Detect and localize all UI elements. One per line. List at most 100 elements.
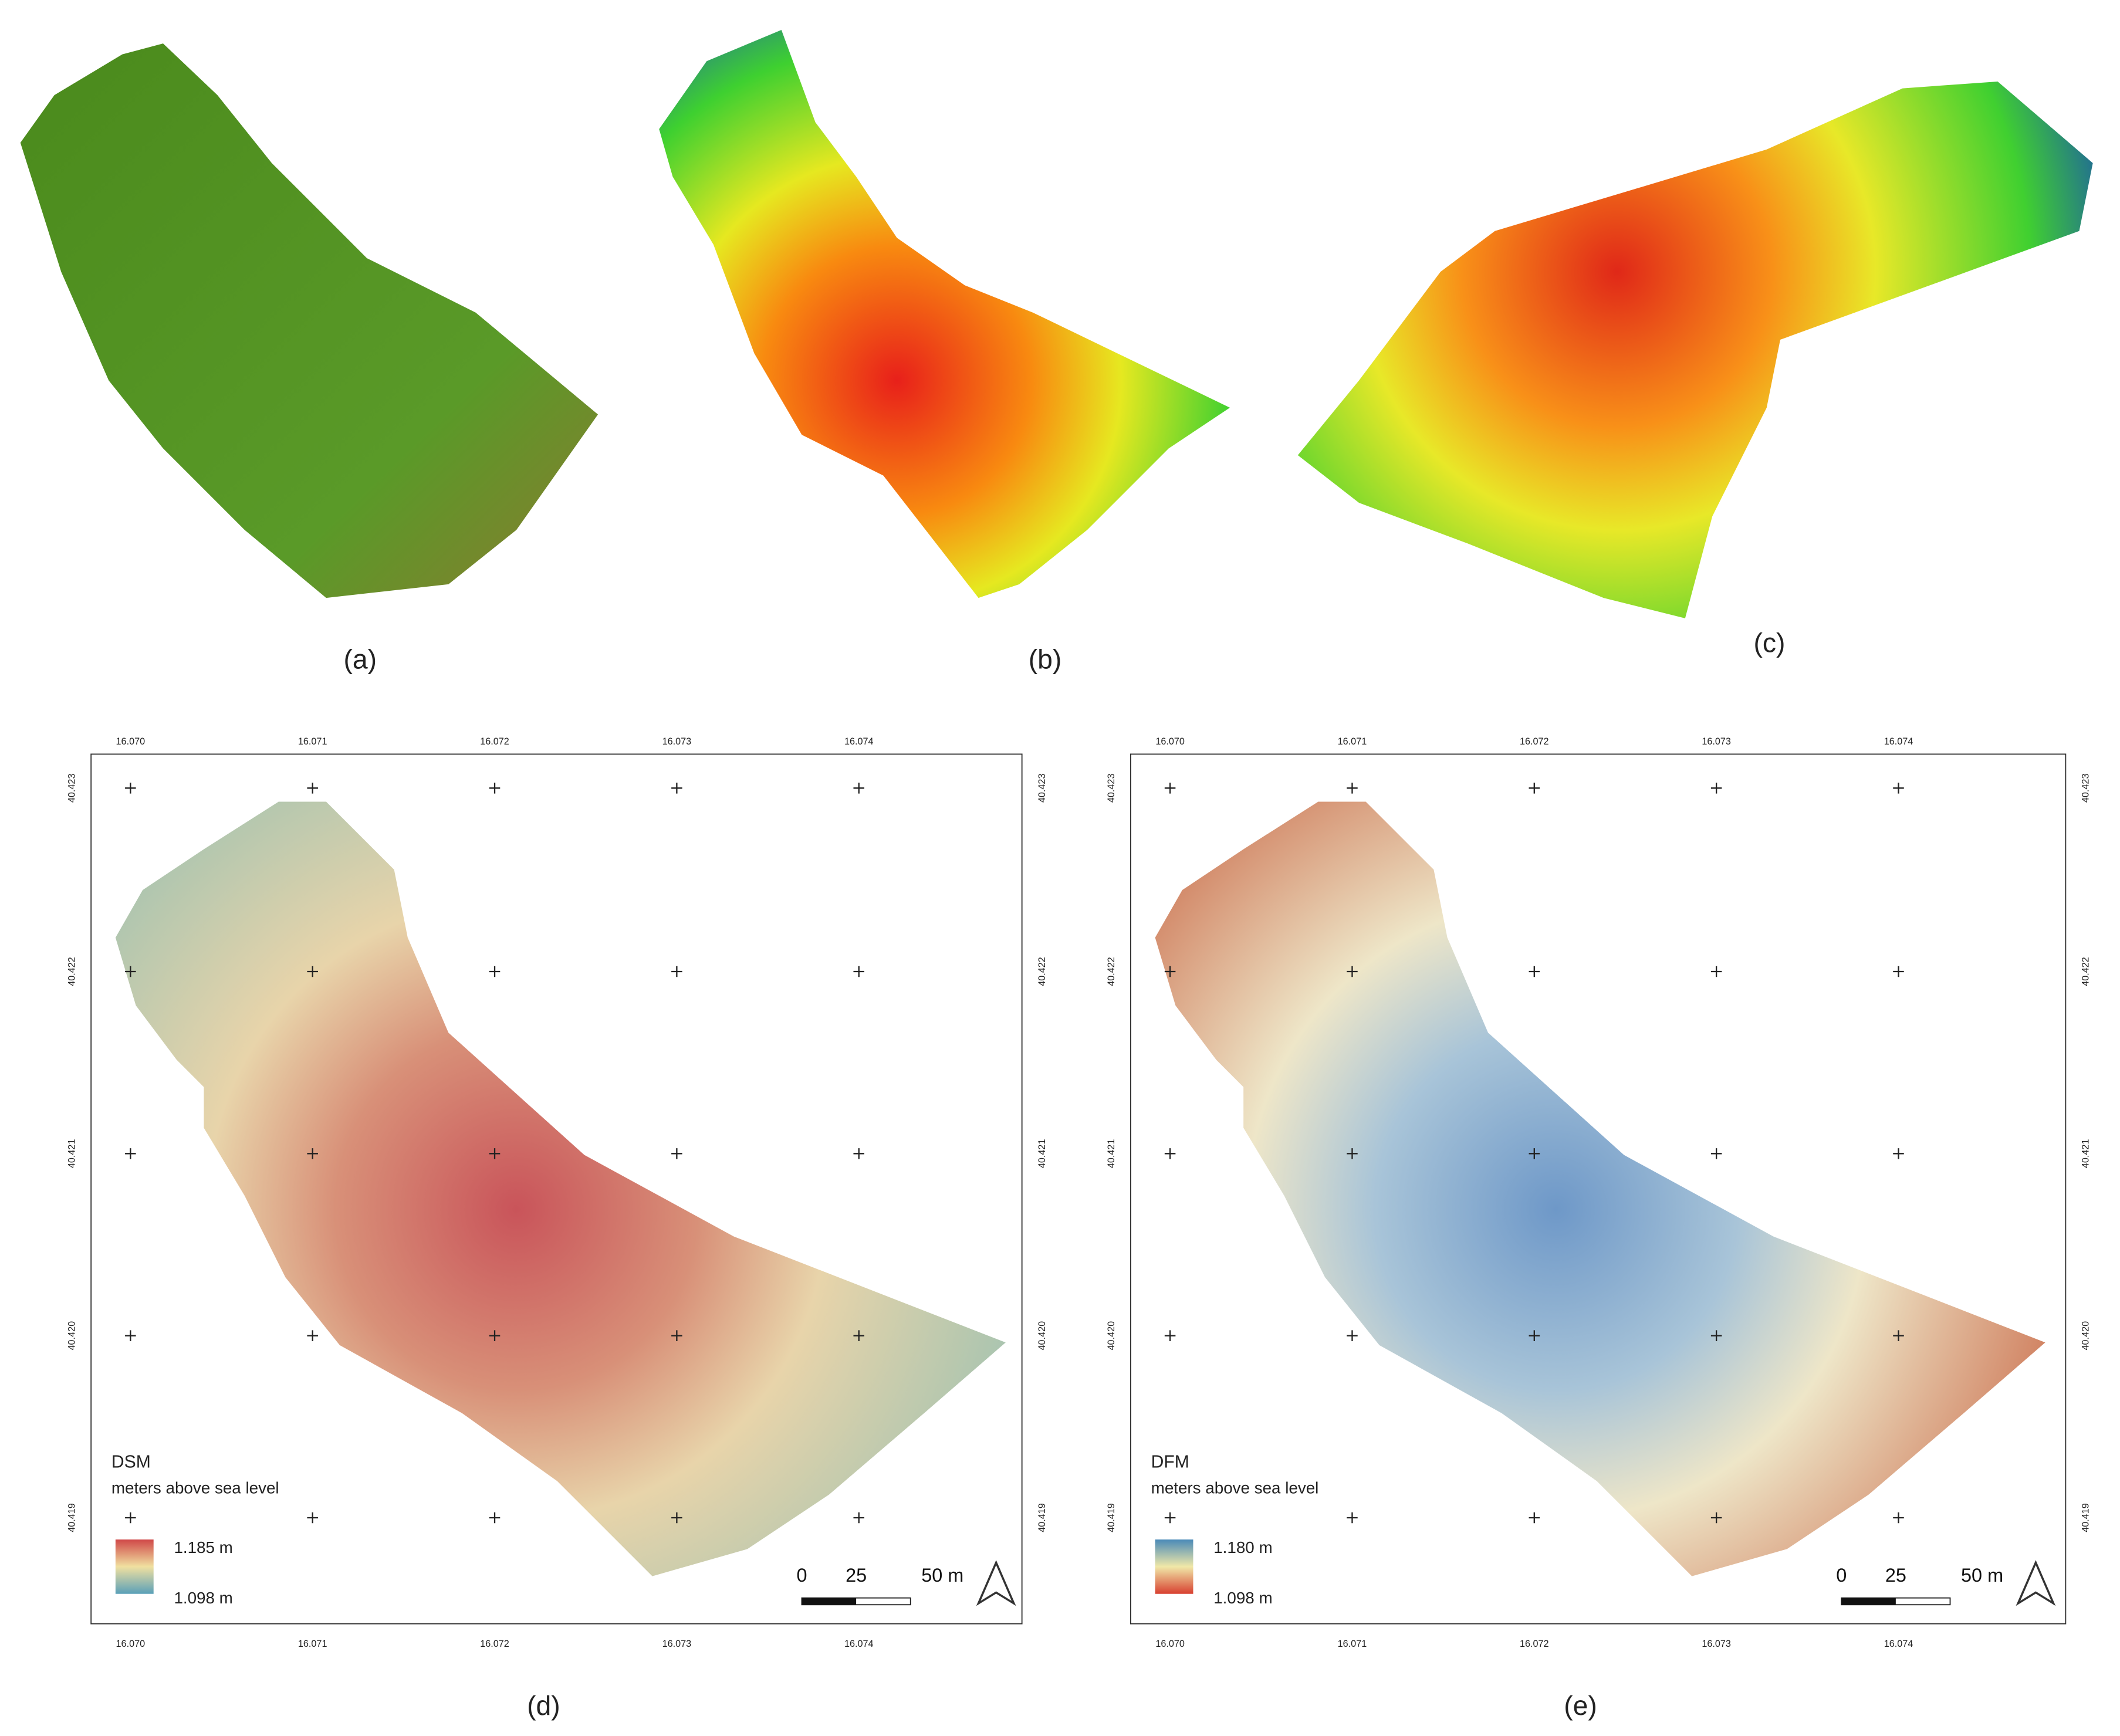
grid-cross xyxy=(671,1330,682,1341)
longitude-label: 16.071 xyxy=(1338,1639,1367,1649)
panel-label: (a) xyxy=(343,644,377,675)
latitude-label: 40.421 xyxy=(66,1139,77,1169)
map-frame xyxy=(1130,753,2067,1625)
legend-ramp xyxy=(115,1539,154,1594)
grid-cross xyxy=(1347,1330,1358,1341)
longitude-label: 16.071 xyxy=(298,1639,327,1649)
longitude-label: 16.071 xyxy=(1338,736,1367,747)
longitude-label: 16.072 xyxy=(1520,736,1549,747)
grid-cross xyxy=(853,966,864,977)
latitude-label: 40.419 xyxy=(1037,1503,1047,1532)
legend-subtitle: meters above sea level xyxy=(1151,1478,1319,1497)
longitude-label: 16.071 xyxy=(298,736,327,747)
latitude-label: 40.419 xyxy=(66,1503,77,1532)
legend-min: 1.098 m xyxy=(174,1589,232,1607)
north-arrow xyxy=(976,1560,1016,1606)
latitude-label: 40.421 xyxy=(1106,1139,1117,1169)
grid-cross xyxy=(1164,1512,1176,1524)
grid-cross xyxy=(1529,966,1540,977)
grid-cross xyxy=(307,1330,318,1341)
grid-cross xyxy=(1893,1330,1904,1341)
grid-cross xyxy=(1893,966,1904,977)
panel-label: (d) xyxy=(527,1690,560,1721)
panel-label: (c) xyxy=(1753,628,1785,658)
grid-cross xyxy=(1710,1330,1722,1341)
grid-cross xyxy=(489,783,501,794)
latitude-label: 40.422 xyxy=(66,957,77,986)
longitude-label: 16.070 xyxy=(1155,736,1185,747)
latitude-label: 40.422 xyxy=(1037,957,1047,986)
panel-label: (b) xyxy=(1029,644,1062,675)
grid-cross xyxy=(671,1148,682,1159)
latitude-label: 40.420 xyxy=(1106,1321,1117,1351)
grid-cross xyxy=(125,1148,136,1159)
scale-label: 50 m xyxy=(1961,1565,2003,1586)
grid-cross xyxy=(307,783,318,794)
elevation-view xyxy=(659,29,1230,598)
grid-cross xyxy=(853,783,864,794)
grid-cross xyxy=(307,966,318,977)
elevation-3d-view xyxy=(1297,81,2093,618)
grid-cross xyxy=(1347,1148,1358,1159)
scale-label: 25 xyxy=(1885,1565,1906,1586)
legend-max: 1.180 m xyxy=(1213,1538,1272,1556)
scale-label: 0 xyxy=(796,1565,807,1586)
grid-cross xyxy=(1164,1148,1176,1159)
legend-max: 1.185 m xyxy=(174,1538,232,1556)
scale-label: 50 m xyxy=(921,1565,963,1586)
grid-cross xyxy=(125,966,136,977)
terrain-map xyxy=(1155,801,2045,1576)
grid-cross xyxy=(1710,966,1722,977)
longitude-label: 16.072 xyxy=(480,736,509,747)
longitude-label: 16.074 xyxy=(1884,1639,1913,1649)
grid-cross xyxy=(1893,1148,1904,1159)
latitude-label: 40.423 xyxy=(2081,774,2091,803)
grid-cross xyxy=(671,966,682,977)
grid-cross xyxy=(853,1148,864,1159)
grid-cross xyxy=(307,1148,318,1159)
grid-cross xyxy=(489,1148,501,1159)
latitude-label: 40.422 xyxy=(2081,957,2091,986)
grid-cross xyxy=(125,1330,136,1341)
grid-cross xyxy=(489,1512,501,1524)
longitude-label: 16.073 xyxy=(1702,736,1731,747)
grid-cross xyxy=(853,1330,864,1341)
legend-subtitle: meters above sea level xyxy=(111,1478,279,1497)
grid-cross xyxy=(1347,1512,1358,1524)
latitude-label: 40.419 xyxy=(1106,1503,1117,1532)
north-arrow xyxy=(2016,1560,2056,1606)
latitude-label: 40.421 xyxy=(2081,1139,2091,1169)
legend-ramp xyxy=(1155,1539,1193,1594)
latitude-label: 40.420 xyxy=(2081,1321,2091,1351)
latitude-label: 40.421 xyxy=(1037,1139,1047,1169)
maps: (a) (b) (c) 16.070 16.070 16.071 16.071 16.072 1… xyxy=(66,628,2091,1721)
grid-cross xyxy=(125,783,136,794)
panel-label: (e) xyxy=(1564,1690,1597,1721)
grid-cross xyxy=(125,1512,136,1524)
longitude-label: 16.073 xyxy=(662,1639,692,1649)
grid-cross xyxy=(1710,783,1722,794)
legend-title: DSM xyxy=(111,1452,151,1471)
latitude-label: 40.420 xyxy=(66,1321,77,1351)
longitude-label: 16.073 xyxy=(662,736,692,747)
longitude-label: 16.072 xyxy=(1520,1639,1549,1649)
point-cloud-view xyxy=(20,43,599,598)
grid-cross xyxy=(1893,783,1904,794)
longitude-label: 16.070 xyxy=(116,736,146,747)
grid-cross xyxy=(1710,1148,1722,1159)
grid-cross xyxy=(1529,1512,1540,1524)
grid-cross xyxy=(853,1512,864,1524)
legend-min: 1.098 m xyxy=(1213,1589,1272,1607)
grid-cross xyxy=(1710,1512,1722,1524)
grid-cross xyxy=(1164,783,1176,794)
longitude-label: 16.072 xyxy=(480,1639,509,1649)
latitude-label: 40.423 xyxy=(1037,774,1047,803)
scale-label: 25 xyxy=(846,1565,867,1586)
scale-bar-black xyxy=(1841,1598,1896,1605)
longitude-label: 16.073 xyxy=(1702,1639,1731,1649)
grid-cross xyxy=(489,966,501,977)
grid-cross xyxy=(1529,1148,1540,1159)
grid-cross xyxy=(1347,783,1358,794)
